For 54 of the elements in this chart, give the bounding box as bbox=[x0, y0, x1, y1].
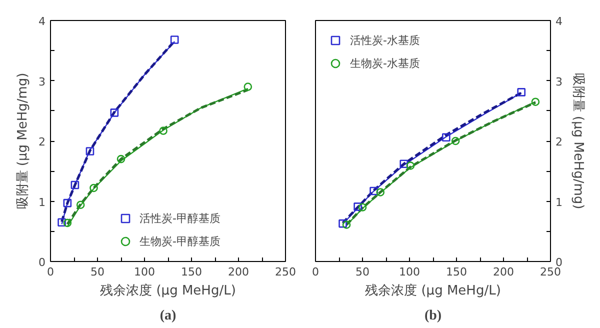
y-tick-label: 2 bbox=[38, 136, 46, 148]
point bbox=[358, 203, 367, 212]
point bbox=[400, 160, 408, 168]
point bbox=[116, 154, 126, 164]
y-tick-label: 0 bbox=[38, 256, 46, 269]
point bbox=[244, 82, 252, 91]
x-tick-label: 150 bbox=[446, 266, 467, 278]
point bbox=[354, 202, 362, 211]
y2-tick-label: 4 bbox=[556, 15, 562, 28]
x-axis-title: 残余浓度 (μg MeHg/L) bbox=[365, 282, 501, 298]
x-tick-label: 100 bbox=[134, 266, 155, 278]
point bbox=[70, 180, 80, 190]
point bbox=[370, 186, 378, 196]
x-tick-label: 200 bbox=[493, 266, 514, 278]
y2-tick-label: 1 bbox=[556, 196, 562, 209]
point bbox=[342, 220, 351, 229]
x-tick-label: 0 bbox=[312, 266, 319, 278]
point bbox=[442, 133, 450, 142]
x-axis-title: 残余浓度 (μg MeHg/L) bbox=[100, 282, 236, 298]
legend-label: 活性炭-甲醇基质 bbox=[140, 210, 220, 226]
point bbox=[376, 188, 385, 196]
x-tick-label: 200 bbox=[228, 266, 249, 278]
point bbox=[159, 126, 168, 135]
legend-label: 活性炭-水基质 bbox=[350, 32, 420, 48]
x-tick-label: 50 bbox=[356, 266, 370, 278]
text: (a) bbox=[160, 308, 176, 324]
legend-label: 生物炭-甲醇基质 bbox=[140, 234, 220, 248]
legend-label: 生物炭-水基质 bbox=[350, 56, 420, 70]
point bbox=[338, 219, 347, 228]
x-tick-label: 250 bbox=[275, 266, 296, 278]
x-tick-label: 50 bbox=[90, 266, 104, 278]
point bbox=[58, 218, 66, 226]
point bbox=[76, 200, 85, 210]
point bbox=[63, 198, 72, 208]
x-tick-label: 100 bbox=[399, 266, 420, 278]
point bbox=[531, 98, 540, 106]
y2-axis-title: 吸附量 (μg MeHg/mg) bbox=[570, 72, 586, 210]
x-tick-label: 0 bbox=[47, 266, 54, 278]
point bbox=[110, 108, 119, 117]
y-tick-label: 4 bbox=[38, 15, 46, 28]
point bbox=[86, 147, 94, 156]
y-axis-title: 吸附量 (μg MeHg/mg) bbox=[16, 72, 30, 210]
point bbox=[406, 162, 415, 170]
point bbox=[517, 88, 526, 96]
y-tick-label: 3 bbox=[38, 75, 46, 88]
y-tick-label: 1 bbox=[38, 196, 46, 209]
point bbox=[90, 184, 98, 192]
point bbox=[451, 136, 460, 146]
x-tick-label: 150 bbox=[181, 266, 202, 278]
y2-tick-label: 3 bbox=[556, 75, 562, 88]
text: (b) bbox=[424, 308, 442, 324]
y2-tick-label: 2 bbox=[556, 136, 562, 148]
point bbox=[170, 36, 179, 44]
point bbox=[63, 218, 72, 228]
